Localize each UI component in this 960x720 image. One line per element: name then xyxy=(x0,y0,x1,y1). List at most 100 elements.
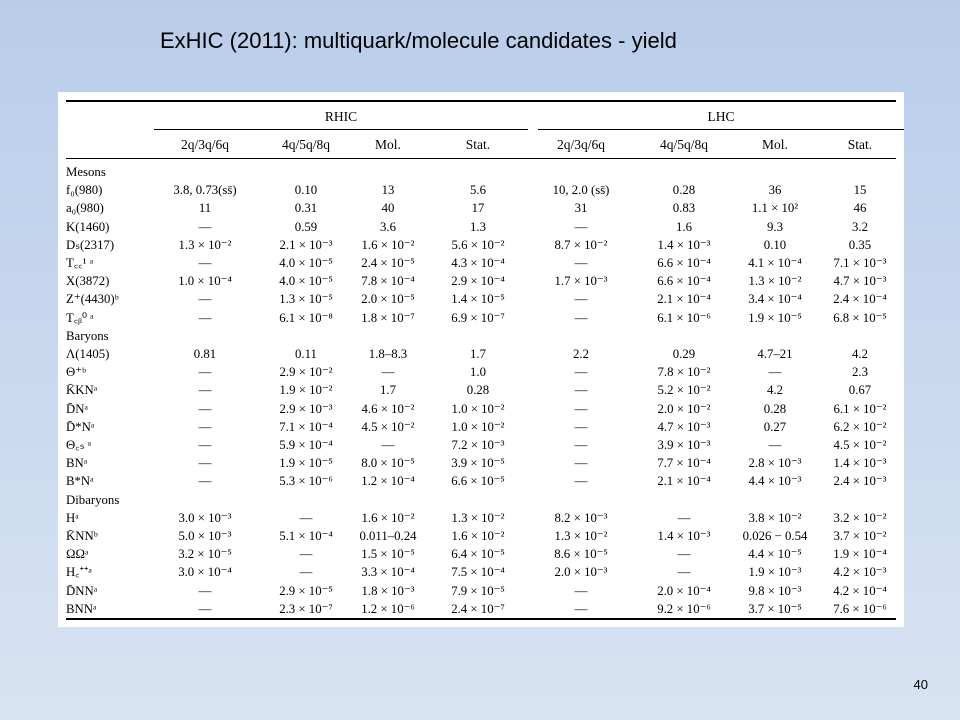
table-cell: 1.7 × 10⁻³ xyxy=(554,274,608,289)
table-row: D̄NNᵃ — 2.9 × 10⁻⁵ 1.8 × 10⁻³ 7.9 × 10⁻⁵ — 2.0… xyxy=(58,583,904,600)
table-cell: 9.3 xyxy=(767,219,783,234)
row-label: K̄KNᵃ xyxy=(66,383,98,398)
table-cell: 15 xyxy=(853,183,867,198)
table-cell: 8.7 × 10⁻² xyxy=(554,237,608,252)
table-cell: 0.27 xyxy=(763,419,787,434)
table-cell: 0.31 xyxy=(294,201,318,216)
table-cell: 2.9 × 10⁻² xyxy=(279,365,333,380)
header-bottom-rule xyxy=(66,158,896,159)
table-cell: 6.1 × 10⁻⁶ xyxy=(657,310,711,325)
table-cell: 4.2 × 10⁻⁴ xyxy=(833,583,887,598)
table-cell: 0.28 xyxy=(672,183,696,198)
table-cell: 2.4 × 10⁻⁴ xyxy=(833,292,887,307)
table-cell: 2.4 × 10⁻⁷ xyxy=(451,601,505,616)
table-cell: — xyxy=(574,292,588,307)
table-cell: 8.2 × 10⁻³ xyxy=(554,510,608,525)
top-rule xyxy=(66,100,896,102)
table-cell: 2.3 × 10⁻⁷ xyxy=(279,601,333,616)
section-header-row: Mesons xyxy=(58,164,904,181)
table-row: Θ⁺ᵇ — 2.9 × 10⁻² — 1.0 — 7.8 × 10⁻² — 2.3 xyxy=(58,364,904,381)
row-label: Dₛ(2317) xyxy=(66,237,115,252)
table-cell: 7.9 × 10⁻⁵ xyxy=(451,583,505,598)
table-row: Z⁺(4430)ᵇ — 1.3 × 10⁻⁵ 2.0 × 10⁻⁵ 1.4 × 10⁻⁵… xyxy=(58,291,904,308)
table-cell: 4.6 × 10⁻² xyxy=(361,401,415,416)
table-cell: 4.3 × 10⁻⁴ xyxy=(451,256,505,270)
table-cell: 1.3 × 10⁻² xyxy=(748,274,802,289)
table-cell: 0.10 xyxy=(294,183,318,198)
table-cell: 4.4 × 10⁻³ xyxy=(748,474,802,489)
table-cell: — xyxy=(198,456,212,471)
table-cell: 4.5 × 10⁻² xyxy=(833,438,887,452)
table-cell: 3.8, 0.73(ss̄) xyxy=(173,183,237,198)
table-cell: 1.1 × 10² xyxy=(751,201,799,216)
row-label: T꜀ᵦ⁰ ᵃ xyxy=(66,310,94,325)
table-cell: 1.3 × 10⁻⁵ xyxy=(279,292,333,307)
table-row: BNᵃ — 1.9 × 10⁻⁵ 8.0 × 10⁻⁵ 3.9 × 10⁻⁵ — 7.7 ×… xyxy=(58,455,904,472)
row-label: K̄NNᵇ xyxy=(66,529,98,543)
table-cell: 1.4 × 10⁻³ xyxy=(657,237,711,252)
table-cell: — xyxy=(574,456,588,471)
table-cell: 3.7 × 10⁻⁵ xyxy=(748,601,802,616)
table-cell: 0.59 xyxy=(294,219,318,234)
table-cell: 1.3 xyxy=(470,219,486,234)
column-header: 2q/3q/6q xyxy=(180,137,229,152)
table-cell: 1.6 × 10⁻² xyxy=(361,237,415,252)
table-cell: 40 xyxy=(381,201,395,216)
table-cell: 5.6 xyxy=(470,183,486,198)
table-cell: 7.2 × 10⁻³ xyxy=(451,438,505,452)
table-cell: — xyxy=(574,474,588,489)
table-row: a₀(980) 11 0.31 40 17 31 0.83 1.1 × 10² 46 xyxy=(58,200,904,217)
table-cell: — xyxy=(198,292,212,307)
table-cell: — xyxy=(299,565,313,580)
table-row: T꜀ᵦ⁰ ᵃ — 6.1 × 10⁻⁸ 1.8 × 10⁻⁷ 6.9 × 10⁻⁷ — 6.… xyxy=(58,310,904,327)
table-cell: 7.1 × 10⁻⁴ xyxy=(279,419,333,434)
table-cell: 2.0 × 10⁻³ xyxy=(554,565,608,580)
table-cell: 2.0 × 10⁻⁴ xyxy=(657,583,711,598)
table-cell: 3.2 × 10⁻⁵ xyxy=(178,547,232,562)
row-label: D̄*Nᵃ xyxy=(66,419,95,434)
table-cell: 1.8 × 10⁻⁷ xyxy=(361,310,415,325)
table-cell: 4.5 × 10⁻² xyxy=(361,419,415,434)
table-cell: 6.6 × 10⁻⁴ xyxy=(657,274,711,289)
table-cell: 0.28 xyxy=(466,383,490,398)
section-label: Mesons xyxy=(66,165,106,179)
table-cell: 6.1 × 10⁻² xyxy=(833,401,887,416)
table-cell: — xyxy=(198,365,212,380)
table-cell: 4.2 xyxy=(852,347,868,361)
table-cell: — xyxy=(198,419,212,434)
table-cell: 2.9 × 10⁻⁵ xyxy=(279,583,333,598)
table-cell: 9.2 × 10⁻⁶ xyxy=(657,601,711,616)
table-cell: 4.2 × 10⁻³ xyxy=(833,565,887,580)
table-cell: 13 xyxy=(381,183,395,198)
row-label: K(1460) xyxy=(66,219,110,234)
table-cell: 1.3 × 10⁻² xyxy=(451,510,505,525)
table-cell: 4.7 × 10⁻³ xyxy=(657,419,711,434)
table-cell: 3.2 × 10⁻² xyxy=(833,510,887,525)
table-row: ΩΩᵃ 3.2 × 10⁻⁵ — 1.5 × 10⁻⁵ 6.4 × 10⁻⁵ 8.6 × … xyxy=(58,546,904,563)
table-row: K̄NNᵇ 5.0 × 10⁻³ 5.1 × 10⁻⁴ 0.011–0.24 1.6 ×… xyxy=(58,528,904,545)
table-cell: 2.9 × 10⁻³ xyxy=(279,401,333,416)
table-cell: 7.1 × 10⁻³ xyxy=(833,256,887,270)
table-cell: 2.0 × 10⁻² xyxy=(657,401,711,416)
row-label: Θ꜀ₛ ᵃ xyxy=(66,438,92,452)
table-cell: 7.6 × 10⁻⁶ xyxy=(833,601,887,616)
row-label: Hᵃ xyxy=(66,510,79,525)
table-row: T꜀꜀¹ ᵃ — 4.0 × 10⁻⁵ 2.4 × 10⁻⁵ 4.3 × 10⁻⁴ — 6.… xyxy=(58,255,904,272)
table-cell: 2.2 xyxy=(573,347,589,361)
table-cell: 0.81 xyxy=(193,347,217,361)
table-cell: 6.1 × 10⁻⁸ xyxy=(279,310,333,325)
table-cell: 6.6 × 10⁻⁵ xyxy=(451,474,505,489)
table-cell: 2.1 × 10⁻⁴ xyxy=(657,292,711,307)
table-cell: 1.0 xyxy=(470,365,486,380)
table-cell: 2.0 × 10⁻⁵ xyxy=(361,292,415,307)
section-header-row: Dibaryons xyxy=(58,492,904,509)
table-cell: 1.8 × 10⁻³ xyxy=(361,583,415,598)
table-cell: 3.9 × 10⁻⁵ xyxy=(451,456,505,471)
column-header: 4q/5q/8q xyxy=(659,137,708,152)
table-cell: 2.8 × 10⁻³ xyxy=(748,456,802,471)
table-row: B*Nᵃ — 5.3 × 10⁻⁶ 1.2 × 10⁻⁴ 6.6 × 10⁻⁵ — 2.1 … xyxy=(58,473,904,490)
table-cell: 7.8 × 10⁻⁴ xyxy=(361,274,415,289)
row-label: a₀(980) xyxy=(66,201,104,216)
table-cell: — xyxy=(677,510,691,525)
table-cell: — xyxy=(381,365,395,380)
